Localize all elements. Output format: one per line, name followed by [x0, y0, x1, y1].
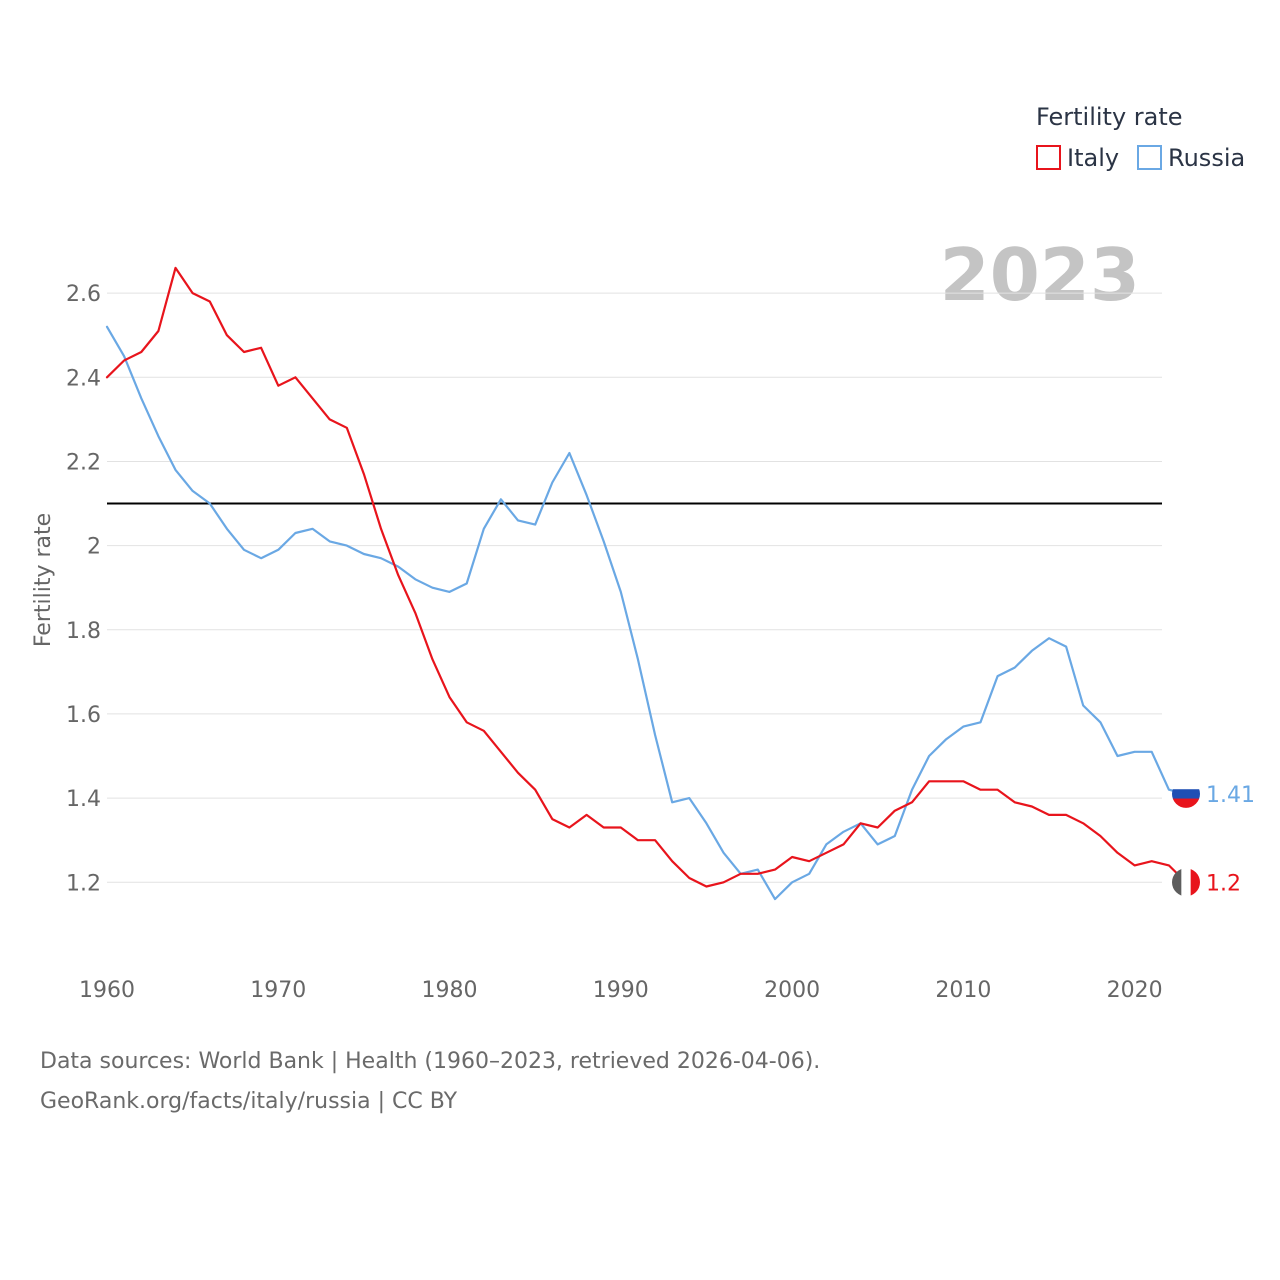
russia-flag-icon	[1172, 779, 1200, 808]
y-tick-label: 2.6	[66, 282, 101, 307]
x-tick-label: 2010	[935, 978, 991, 1003]
series-line-italy	[105, 266, 1188, 888]
year-label: 2023	[940, 233, 1140, 317]
x-tick-label: 1980	[422, 978, 478, 1003]
x-tick-label: 1990	[593, 978, 649, 1003]
legend-item-italy[interactable]: Italy	[1036, 144, 1119, 172]
end-value-russia: 1.41	[1206, 783, 1255, 808]
series-lines	[105, 266, 1188, 901]
end-value-italy: 1.2	[1206, 871, 1241, 896]
legend-swatch-russia	[1137, 145, 1162, 170]
y-tick-label: 1.2	[66, 871, 101, 896]
y-tick-label: 1.8	[66, 619, 101, 644]
series-line-russia	[105, 325, 1188, 901]
legend-label-russia: Russia	[1168, 144, 1245, 172]
legend: Fertility rate Italy Russia	[1036, 103, 1245, 172]
y-tick-label: 1.4	[66, 787, 101, 812]
legend-item-russia[interactable]: Russia	[1137, 144, 1245, 172]
x-tick-label: 1960	[79, 978, 135, 1003]
x-tick-label: 1970	[250, 978, 306, 1003]
legend-swatch-italy	[1036, 145, 1061, 170]
legend-label-italy: Italy	[1067, 144, 1119, 172]
y-tick-label: 2.4	[66, 366, 101, 391]
x-axis-ticks: 1960 1970 1980 1990 2000 2010 2020	[79, 978, 1163, 1003]
y-axis-ticks: 1.2 1.4 1.6 1.8 2 2.2 2.4 2.6	[66, 282, 101, 896]
italy-flag-icon	[1172, 868, 1200, 897]
y-tick-label: 2.2	[66, 450, 101, 475]
source-attribution-link[interactable]: GeoRank.org/facts/italy/russia | CC BY	[40, 1089, 458, 1114]
source-line-1: Data sources: World Bank | Health (1960–…	[40, 1049, 820, 1074]
x-tick-label: 2020	[1107, 978, 1163, 1003]
y-tick-label: 2	[87, 535, 101, 560]
series-end-markers: 1.41 1.2	[1172, 779, 1255, 897]
x-tick-label: 2000	[764, 978, 820, 1003]
y-axis-title: Fertility rate	[31, 513, 56, 647]
legend-title: Fertility rate	[1036, 103, 1183, 131]
y-tick-label: 1.6	[66, 703, 101, 728]
